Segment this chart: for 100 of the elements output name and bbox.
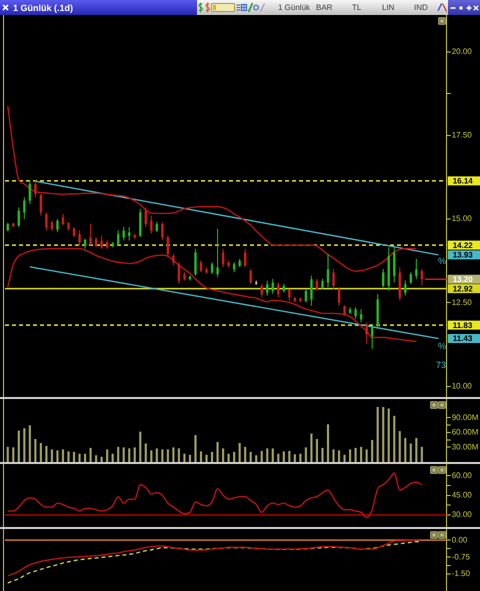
- bar: [277, 454, 280, 462]
- annotation: 73: [436, 360, 446, 370]
- ref-line-label: 11.83: [452, 320, 473, 330]
- bar: [90, 448, 92, 462]
- candlestick: [100, 234, 103, 250]
- candlestick: [122, 226, 125, 241]
- bar: [50, 449, 54, 462]
- candlestick: [216, 228, 219, 278]
- bar: [343, 454, 346, 462]
- candlestick: [89, 223, 92, 246]
- bar: [117, 446, 120, 462]
- bar: [304, 447, 307, 462]
- text: 13.20: [452, 274, 473, 284]
- bar: [166, 449, 169, 462]
- y-tick-label: 15.00: [452, 214, 472, 224]
- bar: [200, 451, 202, 462]
- candlestick: [360, 308, 362, 323]
- data-label: 11.43: [452, 334, 473, 344]
- candlestick: [232, 262, 236, 273]
- bar: [128, 448, 130, 462]
- line-series: [7, 538, 423, 577]
- bar: [134, 447, 136, 462]
- bar: [398, 431, 401, 462]
- bar: [40, 442, 42, 462]
- bar: [338, 450, 340, 462]
- candlestick: [84, 238, 86, 250]
- bar: [172, 447, 174, 462]
- text: 1 Günlük: [278, 3, 310, 12]
- y-tick-label: 0.00: [452, 535, 468, 544]
- bar: [282, 451, 285, 462]
- bar: [415, 438, 418, 462]
- bar: [316, 439, 318, 462]
- bar: [205, 454, 208, 462]
- candlestick: [354, 306, 357, 320]
- bar: [62, 449, 64, 462]
- line-series: [7, 472, 423, 518]
- candlestick: [34, 180, 37, 198]
- y-tick-label: 10.00: [452, 382, 472, 390]
- candlestick: [244, 248, 246, 268]
- ref-line-label: 12.92: [452, 284, 474, 294]
- bar: [34, 439, 36, 462]
- bar: [299, 454, 302, 462]
- candlestick: [420, 268, 424, 286]
- bar: [366, 449, 368, 462]
- bar: [67, 451, 70, 462]
- y-tick-label: 60.00: [452, 470, 472, 480]
- candlestick: [94, 236, 98, 248]
- text: TL: [352, 3, 362, 12]
- candlestick: [343, 305, 346, 316]
- bar: [56, 450, 59, 462]
- y-tick-label: 30.00M: [452, 442, 479, 452]
- bar: [255, 455, 258, 462]
- bar: [112, 454, 114, 462]
- bar: [310, 434, 313, 462]
- candlestick: [139, 208, 142, 238]
- bar: [194, 435, 197, 462]
- bar: [354, 448, 357, 462]
- bar: [321, 448, 324, 462]
- annotation: %: [438, 256, 446, 266]
- bar: [122, 447, 125, 462]
- candlestick: [288, 288, 291, 302]
- bar: [266, 448, 268, 462]
- candlestick: [50, 220, 54, 231]
- text: IND: [414, 3, 428, 12]
- bar: [72, 452, 76, 462]
- bar: [260, 450, 263, 462]
- bar: [349, 449, 352, 462]
- bar: [272, 448, 274, 462]
- candlestick: [415, 258, 418, 280]
- bar: [382, 407, 384, 462]
- bar: [222, 448, 224, 462]
- bar: [216, 442, 219, 462]
- bar: [95, 455, 98, 462]
- candlestick: [249, 268, 252, 284]
- candlestick: [23, 196, 26, 220]
- bar: [78, 454, 81, 462]
- bar: [244, 446, 246, 462]
- candlestick: [156, 222, 158, 233]
- candlestick: [18, 206, 20, 228]
- y-tick-label: 12.50: [452, 298, 472, 307]
- bar: [45, 446, 48, 462]
- bar: [228, 454, 230, 462]
- bar: [23, 428, 26, 462]
- candlestick: [40, 193, 42, 216]
- candlestick: [222, 248, 224, 268]
- bar: [210, 452, 214, 462]
- ref-line-label: 16.14: [452, 176, 474, 186]
- candlestick: [260, 283, 263, 298]
- bar: [393, 416, 396, 462]
- candlestick: [150, 215, 153, 234]
- bar: [178, 448, 180, 462]
- bar: [183, 454, 186, 462]
- candlestick: [128, 226, 130, 241]
- y-tick-label: 30.00: [452, 510, 472, 520]
- candlestick: [393, 246, 396, 283]
- bar: [360, 446, 362, 462]
- bar: [326, 424, 330, 462]
- bar: [144, 443, 147, 462]
- candlestick: [161, 222, 164, 241]
- candlestick: [304, 288, 308, 303]
